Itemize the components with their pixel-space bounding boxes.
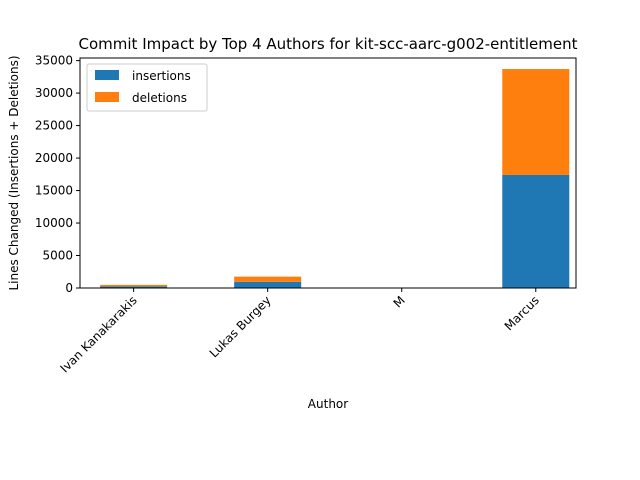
y-axis-label: Lines Changed (Insertions + Deletions) [7, 55, 21, 290]
legend-label-deletions: deletions [132, 91, 187, 105]
y-tick-label: 10000 [35, 216, 73, 230]
y-tick-label: 35000 [35, 54, 73, 68]
y-tick-label: 20000 [35, 151, 73, 165]
y-tick-label: 30000 [35, 86, 73, 100]
y-tick-label: 0 [65, 281, 73, 295]
legend-swatch-deletions [95, 92, 119, 102]
legend: insertions deletions [86, 63, 208, 112]
legend-label-insertions: insertions [132, 69, 191, 83]
y-axis: 0 5000 10000 15000 20000 25000 30000 35000 [35, 54, 80, 295]
x-tick-label: Lukas Burgey [207, 293, 274, 360]
plot-area-frame [79, 57, 577, 289]
chart-title: Commit Impact by Top 4 Authors for kit-s… [79, 35, 578, 53]
bar-insertions-0 [100, 286, 168, 288]
bar-deletions-3 [502, 69, 570, 175]
x-tick-label: M [391, 293, 408, 310]
bar-deletions-1 [234, 276, 302, 282]
legend-swatch-insertions [95, 70, 119, 80]
x-axis: Ivan Kanakarakis Lukas Burgey M Marcus [57, 288, 542, 375]
bar-deletions-0 [100, 284, 168, 287]
x-axis-label: Author [308, 397, 348, 411]
bar-insertions-1 [234, 281, 302, 288]
x-tick-label: Ivan Kanakarakis [57, 293, 139, 375]
bars-layer [100, 69, 570, 288]
y-tick-label: 25000 [35, 119, 73, 133]
x-tick-label: Marcus [502, 293, 542, 333]
y-tick-label: 5000 [42, 249, 73, 263]
bar-insertions-3 [502, 174, 570, 288]
y-tick-label: 15000 [35, 184, 73, 198]
